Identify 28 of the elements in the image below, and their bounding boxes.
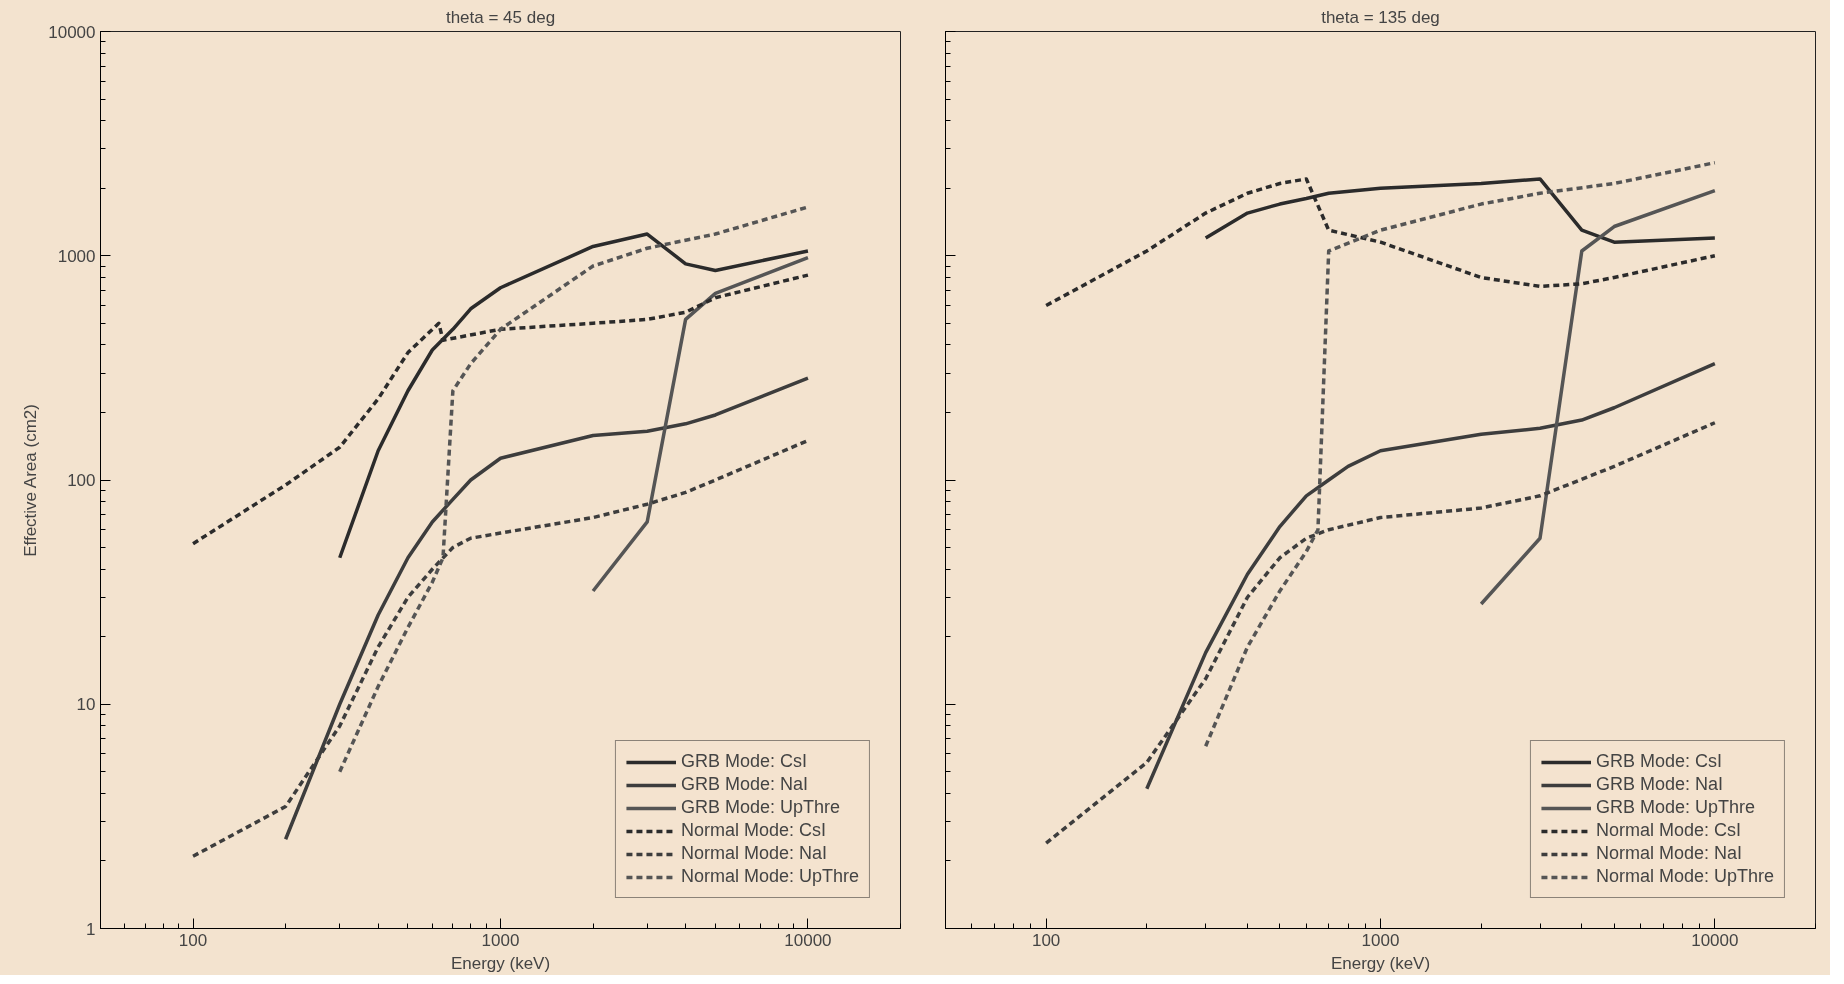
x-tick-label: 1000	[1361, 930, 1400, 950]
chart-title: theta = 45 deg	[445, 7, 556, 27]
legend-label: Normal Mode: CsI	[1595, 820, 1741, 841]
legend-label: Normal Mode: UpThre	[1595, 866, 1774, 887]
legend-label: GRB Mode: CsI	[680, 751, 807, 772]
legend-label: Normal Mode: NaI	[680, 843, 827, 864]
x-axis-title: Energy (keV)	[450, 953, 551, 973]
y-tick-label: 100	[67, 471, 96, 490]
x-tick-label: 100	[1031, 930, 1061, 950]
legend-label: GRB Mode: NaI	[680, 774, 808, 795]
x-tick-label: 10000	[1691, 930, 1739, 950]
legend-label: GRB Mode: UpThre	[680, 797, 840, 818]
x-tick-label: 10000	[784, 930, 832, 950]
y-tick-label: 10	[76, 695, 96, 715]
legend-label: Normal Mode: NaI	[1595, 843, 1742, 864]
legend-label: GRB Mode: NaI	[1595, 774, 1723, 795]
chart-title: theta = 135 deg	[1321, 7, 1440, 27]
legend-label: Normal Mode: UpThre	[680, 866, 859, 887]
x-tick-label: 100	[178, 930, 208, 950]
legend-label: GRB Mode: UpThre	[1595, 797, 1755, 818]
y-axis-title: Effective Area (cm2)	[21, 404, 41, 557]
legend-label: GRB Mode: CsI	[1595, 751, 1722, 772]
y-tick-label: 10000	[48, 22, 96, 42]
legend-label: Normal Mode: CsI	[680, 820, 826, 841]
y-tick-label: 1	[86, 919, 96, 939]
y-tick-label: 1000	[57, 246, 96, 266]
x-axis-title: Energy (keV)	[1330, 953, 1431, 973]
x-tick-label: 1000	[481, 930, 520, 950]
